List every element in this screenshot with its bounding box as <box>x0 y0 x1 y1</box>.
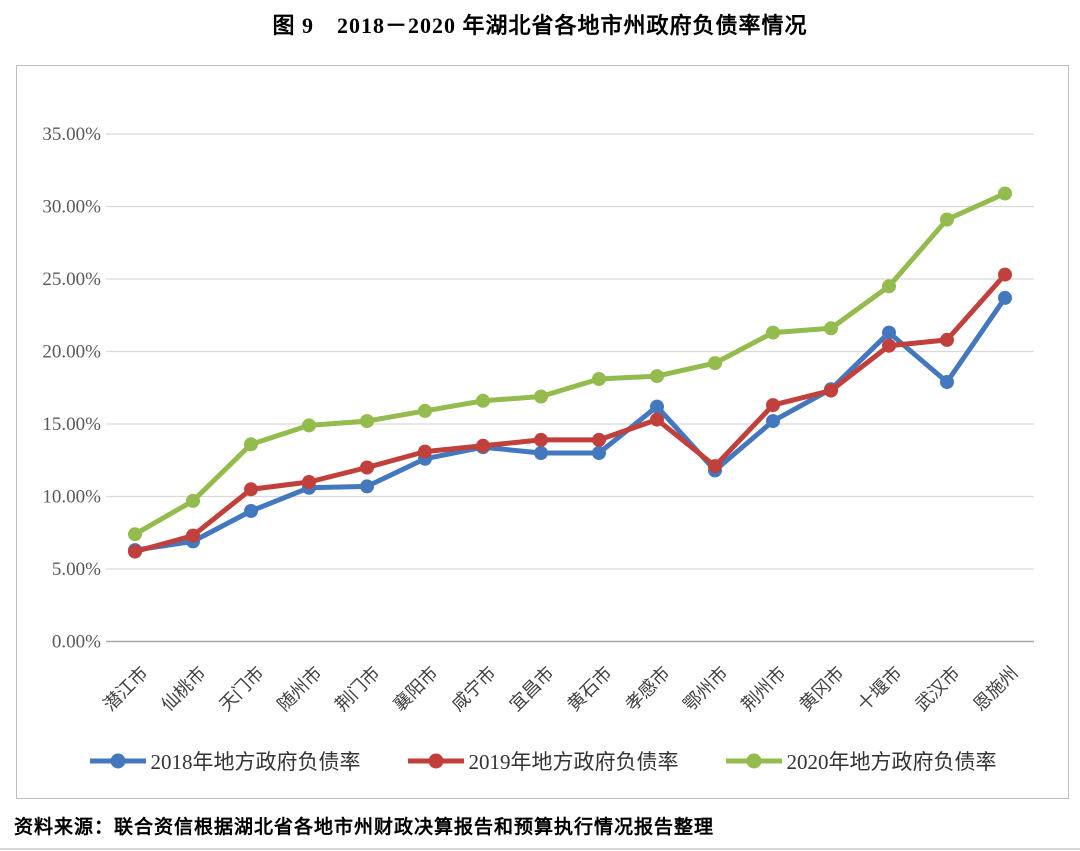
x-axis-category-label: 鄂州市 <box>680 663 732 715</box>
y-axis-tick-label: 5.00% <box>52 559 101 580</box>
legend-item-2018: 2018年地方政府负债率 <box>89 746 361 776</box>
x-axis-category-label: 仙桃市 <box>158 663 210 715</box>
data-point-marker <box>476 438 490 453</box>
data-point-marker <box>650 369 664 384</box>
data-point-marker <box>244 504 258 518</box>
data-point-marker <box>708 459 722 474</box>
chart-frame: 0.00% 5.00% 10.00% 15.00% 20.00% 25.00% 30.00%… <box>16 65 1069 799</box>
x-axis-category-label: 孝感市 <box>622 663 674 715</box>
x-axis-category-label: 宜昌市 <box>506 663 558 715</box>
x-axis-category-label: 咸宁市 <box>448 663 500 715</box>
x-axis-category-label: 十堰市 <box>854 663 906 715</box>
y-axis-tick-label: 35.00% <box>42 124 101 145</box>
bottom-divider <box>0 848 1080 850</box>
data-point-marker <box>244 437 258 452</box>
data-point-marker <box>824 383 838 398</box>
x-axis-category-label: 恩施州 <box>970 663 1022 715</box>
data-point-marker <box>534 432 548 447</box>
data-point-marker <box>940 375 954 389</box>
x-axis-category-label: 潜江市 <box>100 663 152 715</box>
data-point-marker <box>650 412 664 427</box>
legend-item-label: 2019年地方政府负债率 <box>468 750 679 774</box>
data-point-marker <box>766 398 780 413</box>
series-line <box>132 272 1008 555</box>
data-point-marker <box>882 279 896 294</box>
data-point-marker <box>940 332 954 347</box>
data-point-marker <box>302 475 316 489</box>
data-point-marker <box>360 414 374 429</box>
data-point-marker <box>476 393 490 408</box>
legend-line-marker-icon <box>407 752 465 770</box>
data-point-marker <box>418 444 432 459</box>
data-point-marker <box>708 356 722 371</box>
y-axis-tick-label: 0.00% <box>52 632 101 653</box>
x-axis-category-label: 荆门市 <box>332 663 384 715</box>
y-axis-tick-label: 10.00% <box>42 487 101 508</box>
y-axis-tick-label: 30.00% <box>42 197 101 218</box>
x-axis-category-label: 黄冈市 <box>796 663 848 715</box>
legend-item-2020: 2020年地方政府负债率 <box>725 746 997 776</box>
data-point-marker <box>998 267 1012 282</box>
x-axis-category-label: 天门市 <box>216 663 268 715</box>
x-axis-category-label: 黄石市 <box>564 663 616 715</box>
data-point-marker <box>824 321 838 336</box>
data-point-marker <box>534 389 548 404</box>
y-axis-tick-label: 15.00% <box>42 414 101 435</box>
line-chart: 0.00% 5.00% 10.00% 15.00% 20.00% 25.00% 30.00%… <box>42 124 1034 715</box>
legend-item-2019: 2019年地方政府负债率 <box>407 746 679 776</box>
legend-item-label: 2020年地方政府负债率 <box>786 750 997 774</box>
page-title: 图 9 2018－2020 年湖北省各地市州政府负债率情况 <box>272 13 808 38</box>
data-point-marker <box>186 493 200 508</box>
data-point-marker <box>592 432 606 447</box>
chart-legend: 2018年地方政府负债率 2019年地方政府负债率 2020年地方政府负债率 <box>17 746 1068 776</box>
x-axis-category-label: 襄阳市 <box>390 663 442 715</box>
data-point-marker <box>882 325 896 340</box>
y-axis-tick-label: 25.00% <box>42 269 101 290</box>
data-point-marker <box>592 372 606 386</box>
data-point-marker <box>128 544 142 559</box>
data-point-marker <box>766 325 780 340</box>
x-axis-category-label: 武汉市 <box>912 663 964 715</box>
source-note: 资料来源：联合资信根据湖北省各地市州财政决算报告和预算执行情况报告整理 <box>14 817 715 838</box>
data-point-marker <box>998 290 1012 305</box>
data-point-marker <box>360 479 374 494</box>
series-line <box>132 295 1008 553</box>
data-point-marker <box>766 414 780 429</box>
data-point-marker <box>998 186 1012 201</box>
data-point-marker <box>534 446 548 460</box>
data-point-marker <box>418 403 432 418</box>
legend-line-marker-icon <box>89 752 147 770</box>
x-axis-category-label: 荆州市 <box>738 663 790 715</box>
data-point-marker <box>128 527 142 542</box>
data-point-marker <box>592 446 606 460</box>
data-point-marker <box>244 482 258 497</box>
data-point-marker <box>360 460 374 475</box>
data-point-marker <box>302 418 316 433</box>
series-line <box>132 191 1008 537</box>
legend-item-label: 2018年地方政府负债率 <box>150 750 361 774</box>
data-point-marker <box>882 338 896 353</box>
legend-line-marker-icon <box>725 752 783 770</box>
y-axis-tick-label: 20.00% <box>42 342 101 363</box>
x-axis-category-label: 随州市 <box>274 663 326 715</box>
data-point-marker <box>186 528 200 543</box>
data-point-marker <box>940 212 954 227</box>
data-point-marker <box>650 399 664 414</box>
